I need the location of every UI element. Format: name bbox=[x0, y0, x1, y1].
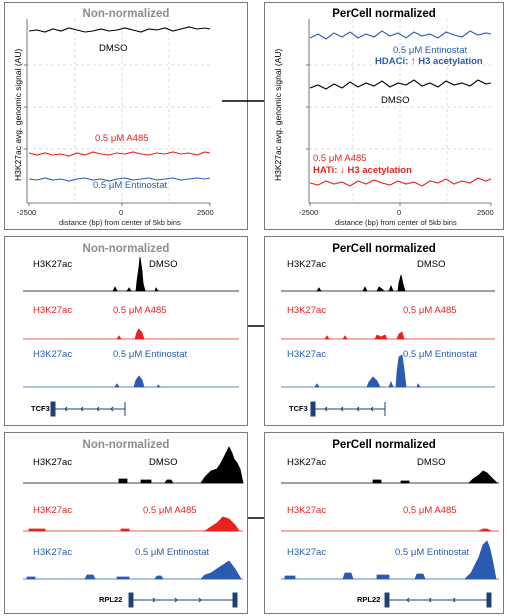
panel-c-gene-label: TCF3 bbox=[31, 404, 50, 413]
panel-b-a485-label: 0.5 μM A485 bbox=[313, 153, 367, 164]
panel-f-a485-track bbox=[281, 528, 499, 532]
panel-e-a485-label: 0.5 μM A485 bbox=[143, 505, 197, 516]
panel-f-h3k27ac-a485: H3K27ac bbox=[287, 505, 327, 516]
panel-a-xlabel: distance (bp) from center of 5kb bins bbox=[59, 218, 181, 227]
panel-c-h3k27ac-ent: H3K27ac bbox=[33, 349, 73, 360]
panel-f-tracks bbox=[281, 470, 499, 608]
panel-f-entinostat-track bbox=[281, 540, 499, 580]
panel-f-dmso-track bbox=[281, 470, 499, 484]
panel-e-h3k27ac-a485: H3K27ac bbox=[33, 505, 73, 516]
panel-a-xtick-max: 2500 bbox=[197, 208, 214, 217]
panel-d-h3k27ac-a485: H3K27ac bbox=[287, 305, 327, 316]
panel-c-h3k27ac-dmso: H3K27ac bbox=[33, 259, 73, 270]
panel-b-entinostat-label: 0.5 μM Entinostat bbox=[393, 45, 468, 56]
panel-f-gene-label: RPL22 bbox=[357, 595, 381, 604]
panel-e-h3k27ac-ent: H3K27ac bbox=[33, 547, 73, 558]
panel-c-a485-label: 0.5 μM A485 bbox=[113, 305, 167, 316]
panel-b-dmso-label: DMSO bbox=[381, 95, 410, 106]
panel-c-a485-track bbox=[23, 328, 239, 340]
panel-d-dmso-track bbox=[281, 274, 495, 292]
panel-d-gene-label: TCF3 bbox=[289, 404, 308, 413]
panel-a-a485-label: 0.5 μM A485 bbox=[95, 133, 149, 144]
panel-e-entinostat-label: 0.5 μM Entinostat bbox=[135, 547, 210, 558]
panel-e-dmso-track bbox=[23, 446, 244, 484]
panel-f-gene-model bbox=[384, 592, 492, 608]
panel-e-gene-label: RPL22 bbox=[99, 595, 123, 604]
panel-c-h3k27ac-a485: H3K27ac bbox=[33, 305, 73, 316]
panel-f-a485-label: 0.5 μM A485 bbox=[403, 505, 457, 516]
panel-d-h3k27ac-ent: H3K27ac bbox=[287, 349, 327, 360]
panel-b-xlabel: distance (bp) from center of 5kb bins bbox=[335, 218, 457, 227]
panel-a-entinostat-label: 0.5 μM Entinostat bbox=[93, 180, 168, 191]
panel-b-xtick-min: -2500 bbox=[299, 208, 319, 217]
panel-b-plot bbox=[306, 19, 492, 206]
panel-a-xtick-mid: 0 bbox=[119, 208, 124, 217]
panel-d-a485-label: 0.5 μM A485 bbox=[403, 305, 457, 316]
panel-f-h3k27ac-ent: H3K27ac bbox=[287, 547, 327, 558]
panel-f-dmso-label: DMSO bbox=[417, 457, 446, 468]
panel-c-gene-model bbox=[50, 401, 126, 417]
panel-a: Non-normalized H3K27ac avg. genomic sign… bbox=[4, 2, 248, 230]
panel-d-title: PerCell normalized bbox=[332, 243, 436, 255]
panel-a-plot bbox=[24, 19, 211, 206]
panel-b-xtick-max: 2500 bbox=[477, 208, 494, 217]
panel-d-gene-model bbox=[310, 401, 386, 417]
panel-a-entinostat-line bbox=[28, 177, 211, 182]
panel-d-h3k27ac-dmso: H3K27ac bbox=[287, 259, 327, 270]
panel-e-h3k27ac-dmso: H3K27ac bbox=[33, 457, 73, 468]
panel-e-title: Non-normalized bbox=[82, 439, 170, 451]
panel-a-dmso-label: DMSO bbox=[99, 43, 128, 54]
panel-a-xtick-min: -2500 bbox=[17, 208, 37, 217]
panel-d-dmso-label: DMSO bbox=[417, 259, 446, 270]
panel-b: PerCell normalized H3K27ac avg. genomic … bbox=[264, 2, 504, 230]
panel-c-dmso-track bbox=[23, 256, 239, 292]
panel-d-a485-track bbox=[281, 331, 495, 340]
panel-b-hdaci-note: HDACi: ↑ H3 acetylation bbox=[375, 56, 483, 67]
panel-b-entinostat-line bbox=[309, 30, 492, 40]
panel-c-title: Non-normalized bbox=[82, 243, 170, 255]
panel-e: Non-normalized H3K27ac DMSO H3K27ac 0.5 … bbox=[4, 432, 248, 614]
panel-f-entinostat-label: 0.5 μM Entinostat bbox=[395, 547, 470, 558]
panel-d-entinostat-track bbox=[281, 354, 495, 388]
panel-e-entinostat-track bbox=[23, 560, 243, 580]
panel-d-tracks bbox=[281, 274, 495, 417]
panel-b-xtick-mid: 0 bbox=[397, 208, 402, 217]
panel-a-title: Non-normalized bbox=[82, 8, 170, 20]
panel-d-entinostat-label: 0.5 μM Entinostat bbox=[403, 349, 478, 360]
panel-c-dmso-label: DMSO bbox=[149, 259, 178, 270]
panel-a-dmso-line bbox=[28, 26, 211, 33]
panel-d: PerCell normalized H3K27ac DMSO H3K27ac … bbox=[264, 236, 504, 426]
panel-b-a485-line bbox=[309, 177, 492, 187]
panel-e-gene-model bbox=[128, 592, 238, 608]
panel-b-hati-note: HATi: ↓ H3 acetylation bbox=[313, 165, 412, 176]
panel-b-dmso-line bbox=[309, 79, 492, 90]
panel-e-tracks bbox=[23, 446, 244, 608]
panel-c: Non-normalized H3K27ac DMSO H3K27ac 0.5 … bbox=[4, 236, 248, 426]
panel-c-tracks bbox=[23, 256, 239, 417]
panel-f-title: PerCell normalized bbox=[332, 439, 436, 451]
panel-f: PerCell normalized H3K27ac DMSO H3K27ac … bbox=[264, 432, 504, 614]
panel-c-entinostat-label: 0.5 μM Entinostat bbox=[113, 349, 188, 360]
panel-e-a485-track bbox=[23, 516, 243, 532]
panel-e-dmso-label: DMSO bbox=[149, 457, 178, 468]
panel-b-title: PerCell normalized bbox=[332, 8, 436, 20]
panel-a-a485-line bbox=[28, 151, 211, 157]
panel-c-entinostat-track bbox=[23, 375, 239, 388]
panel-f-h3k27ac-dmso: H3K27ac bbox=[287, 457, 327, 468]
